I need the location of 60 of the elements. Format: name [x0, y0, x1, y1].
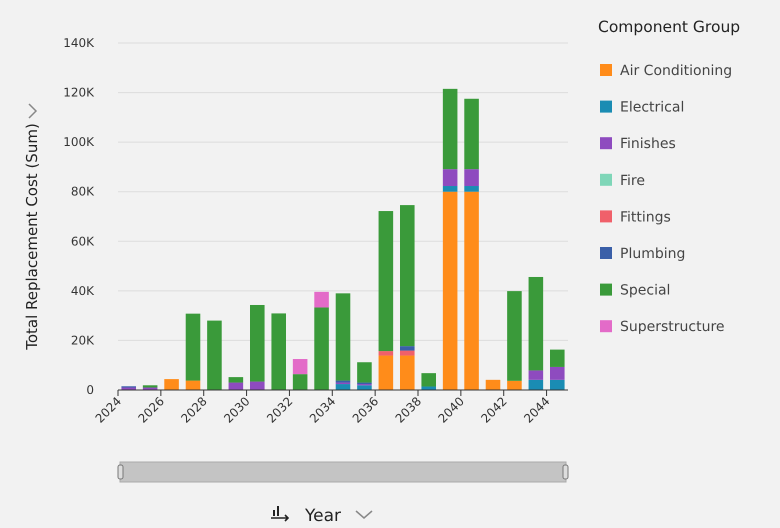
y-tick-label: 40K	[70, 284, 96, 298]
bar	[442, 186, 458, 192]
legend-label: Air Conditioning	[620, 63, 732, 79]
y-tick-label: 60K	[70, 234, 96, 248]
bar	[186, 314, 200, 381]
y-axis-title: Total Replacement Cost (Sum)	[23, 123, 41, 351]
bar	[550, 366, 565, 380]
bar	[442, 169, 458, 186]
bar	[528, 276, 544, 370]
bar	[336, 384, 350, 390]
bar	[378, 211, 394, 352]
bar	[528, 370, 544, 380]
y-tick-label: 0	[86, 383, 94, 397]
bar	[400, 346, 415, 351]
bar	[442, 192, 458, 390]
legend-label: Plumbing	[620, 246, 686, 262]
bar	[400, 205, 415, 346]
y-tick-label: 80K	[70, 184, 96, 199]
bar	[164, 379, 179, 390]
legend-label: Superstructure	[620, 319, 725, 336]
bar	[486, 380, 500, 390]
bar	[271, 313, 286, 390]
legend-title: Component Group	[598, 18, 740, 36]
legend-label: Fittings	[620, 209, 671, 226]
bar	[292, 374, 308, 390]
bar	[507, 380, 522, 390]
bar	[228, 377, 244, 383]
legend-label: Fire	[620, 172, 645, 189]
bar	[400, 350, 415, 356]
y-tick-label: 20K	[70, 333, 96, 348]
bar	[228, 382, 244, 390]
x-axis-title: Year	[304, 506, 342, 526]
bar	[550, 380, 565, 390]
legend-label: Electrical	[620, 100, 684, 116]
legend-label: Finishes	[620, 136, 676, 152]
bar	[314, 307, 329, 390]
bar	[357, 362, 372, 383]
bar	[336, 293, 350, 381]
bar	[442, 88, 458, 170]
bar	[464, 186, 479, 192]
bar	[507, 291, 522, 381]
bar	[550, 350, 565, 367]
bar	[186, 380, 200, 390]
bar	[400, 356, 415, 390]
bar	[464, 192, 479, 390]
bar	[378, 351, 394, 356]
y-tick-label: 100K	[63, 135, 96, 150]
bar	[250, 382, 265, 390]
y-tick-label: 120K	[63, 86, 96, 100]
bar	[421, 373, 436, 387]
legend-label: Special	[620, 282, 670, 299]
bar	[378, 356, 394, 390]
bar	[292, 359, 308, 374]
bar	[207, 320, 222, 390]
y-tick-label: 140K	[63, 36, 96, 50]
bar	[314, 292, 329, 308]
bar	[464, 169, 479, 186]
bar	[528, 380, 544, 390]
bar	[250, 304, 265, 382]
bar	[464, 98, 479, 170]
